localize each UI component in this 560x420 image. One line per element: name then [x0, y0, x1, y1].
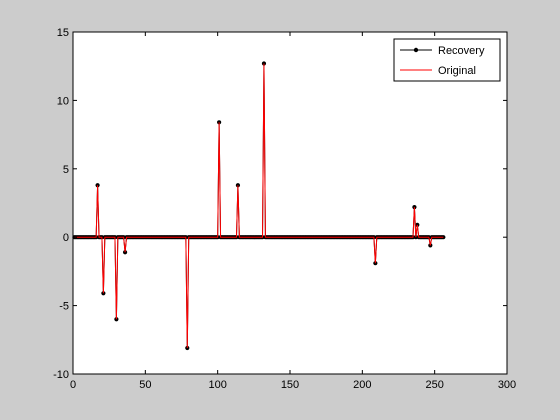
x-tick-label: 200 — [353, 379, 371, 391]
y-tick-label: 10 — [57, 95, 69, 107]
x-tick-label: 100 — [208, 379, 226, 391]
y-tick-label: 5 — [63, 164, 69, 176]
x-tick-label: 0 — [70, 379, 76, 391]
legend: Recovery Original — [393, 38, 501, 82]
x-tick-label: 250 — [425, 379, 443, 391]
legend-box — [393, 38, 501, 82]
legend-original-label: Original — [438, 65, 476, 77]
y-tick-label: 15 — [57, 27, 69, 39]
x-tick-label: 300 — [498, 379, 516, 391]
y-tick-label: 0 — [63, 232, 69, 244]
y-tick-label: -5 — [59, 301, 69, 313]
y-tick-label: -10 — [53, 369, 69, 381]
x-tick-label: 150 — [281, 379, 299, 391]
legend-recovery-marker — [413, 47, 419, 53]
plot-area — [73, 32, 507, 374]
series-original-line — [74, 63, 444, 349]
legend-recovery-label: Recovery — [438, 45, 485, 57]
x-tick-label: 50 — [139, 379, 151, 391]
series-layer — [72, 61, 446, 351]
ticks-layer: 0 50 100 150 200 250 300 -10 -5 0 5 10 15 — [53, 27, 516, 391]
